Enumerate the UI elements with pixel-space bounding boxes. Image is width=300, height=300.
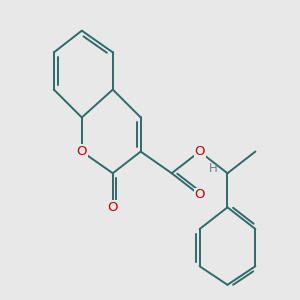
- Text: H: H: [209, 162, 218, 175]
- Text: O: O: [76, 145, 87, 158]
- Text: O: O: [194, 145, 205, 158]
- Text: O: O: [108, 201, 118, 214]
- Text: O: O: [194, 188, 205, 201]
